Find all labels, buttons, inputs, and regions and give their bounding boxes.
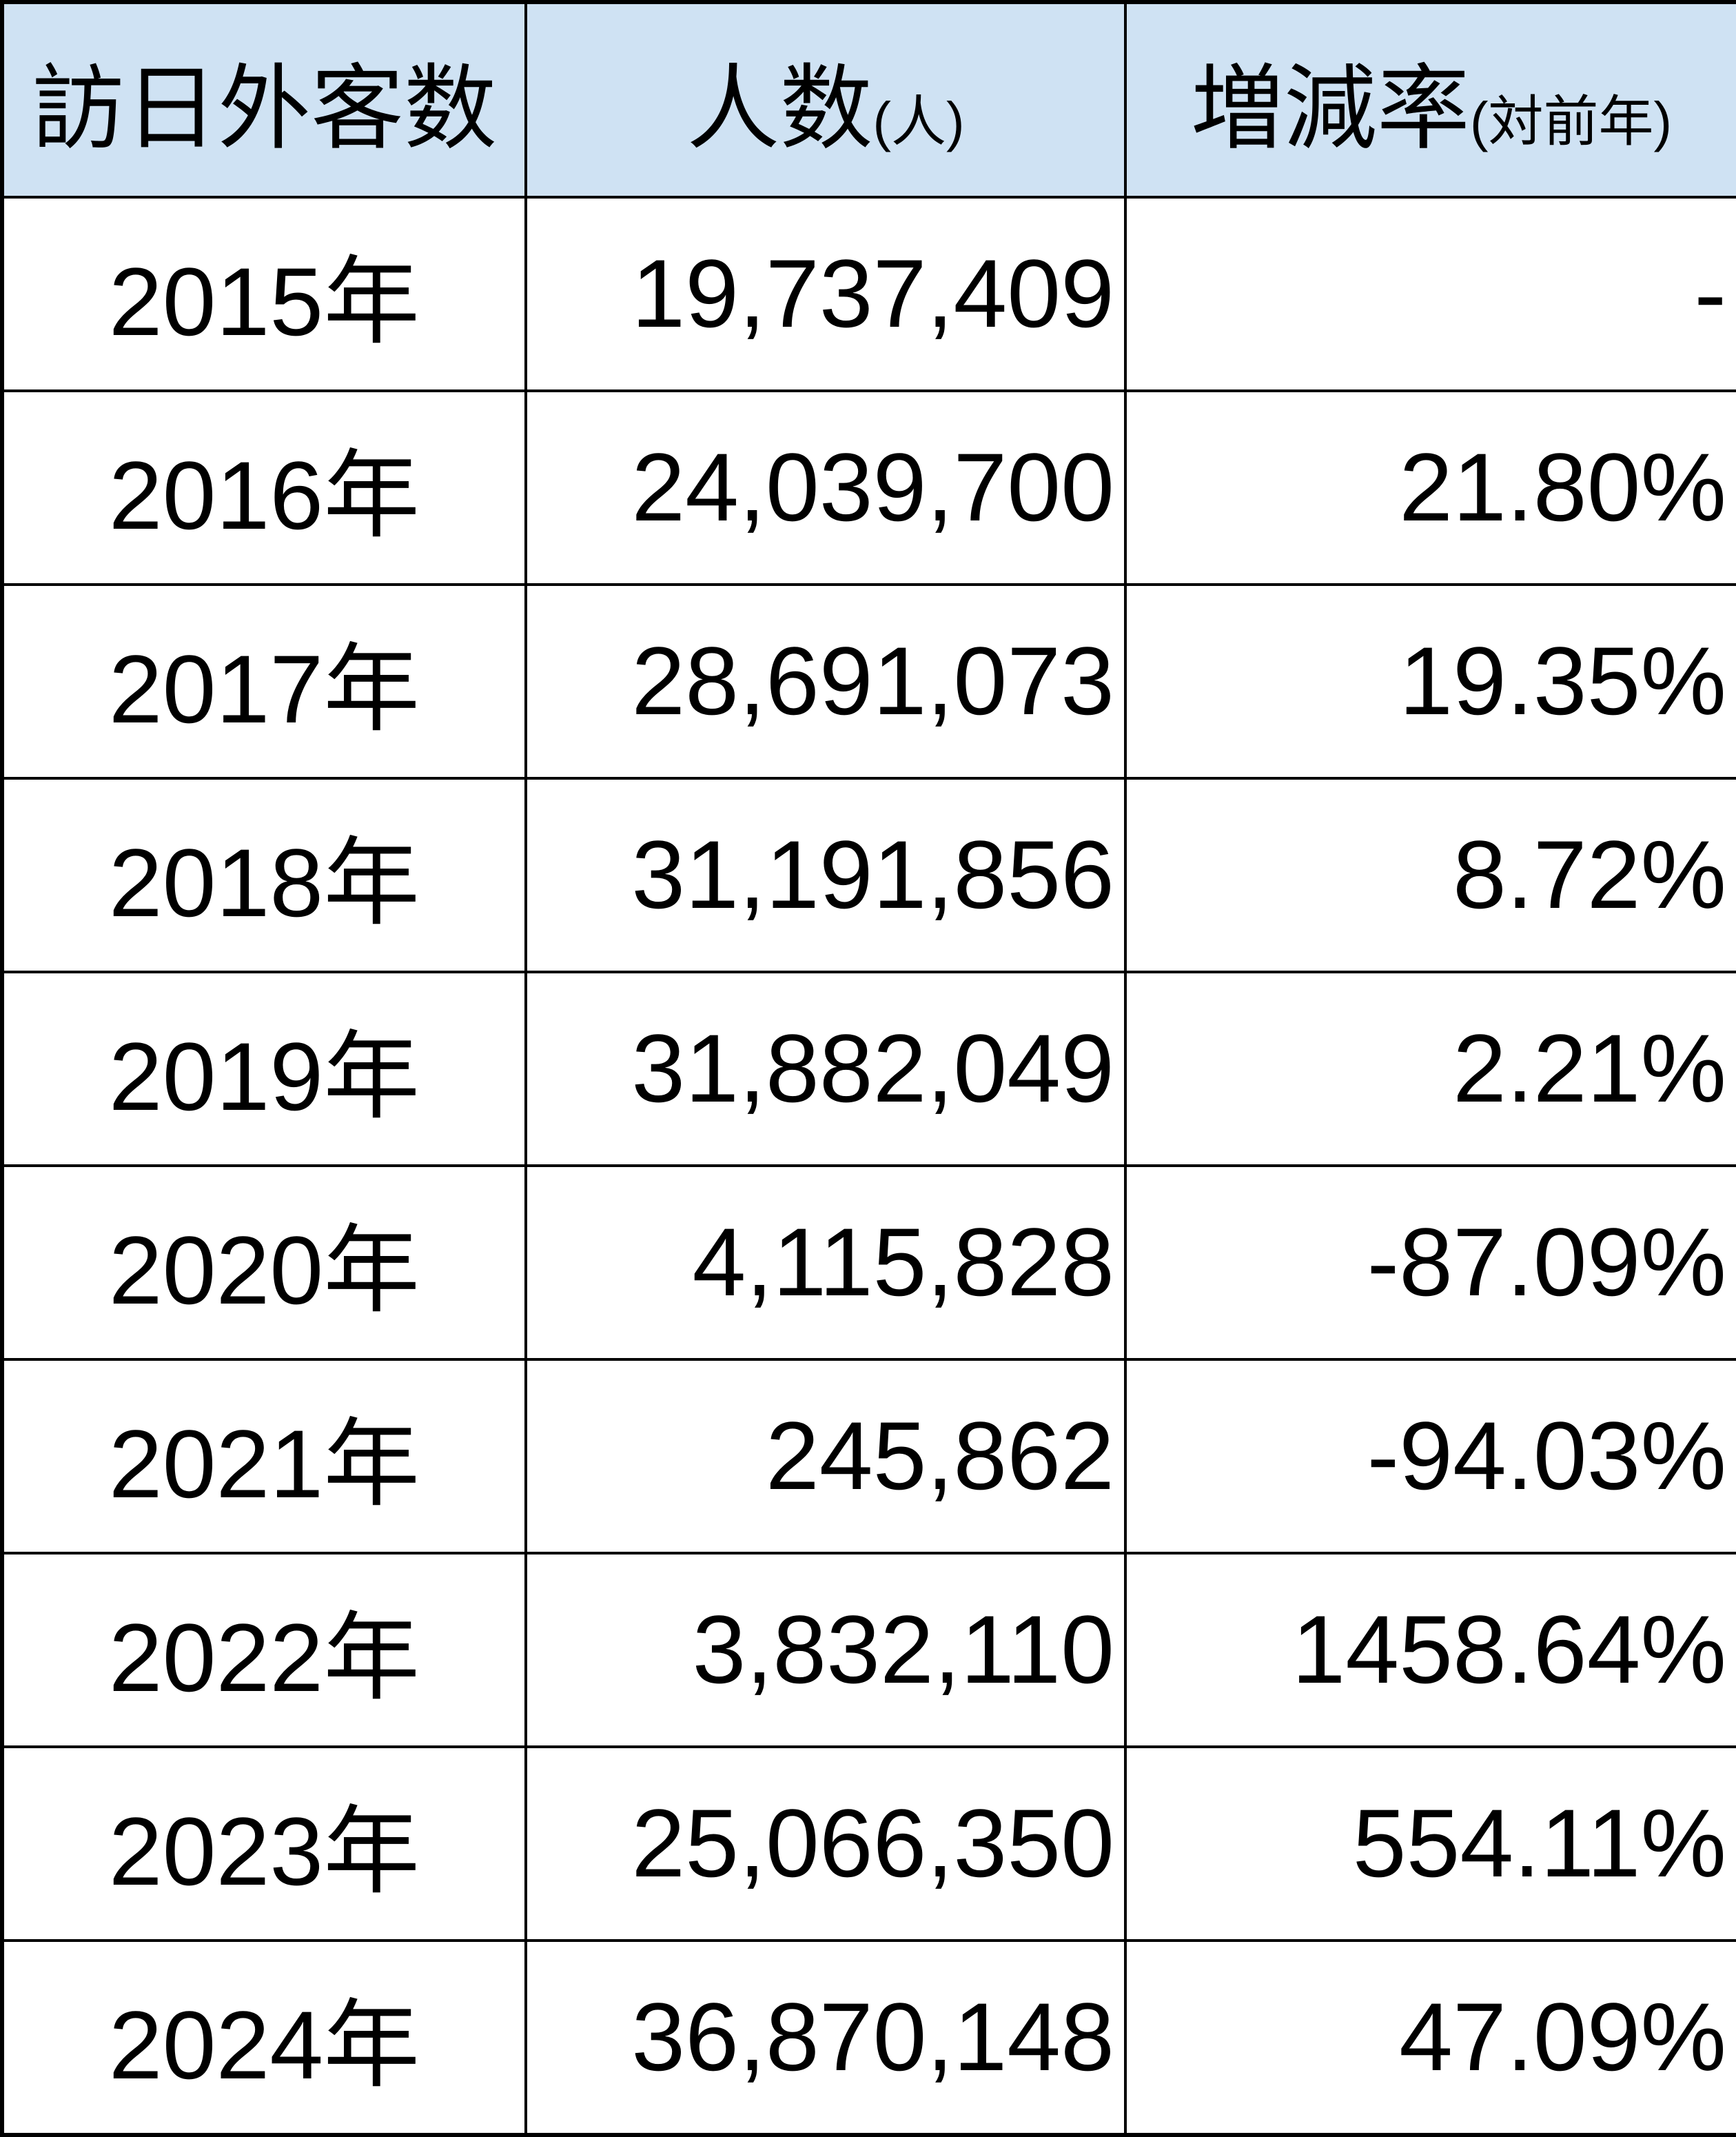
year-cell: 2018年: [1, 776, 527, 973]
year-cell: 2017年: [1, 583, 527, 780]
year-cell: 2020年: [1, 1164, 527, 1361]
visitors-cell: 24,039,700: [524, 389, 1127, 586]
change-cell: -94.03%: [1124, 1357, 1736, 1554]
visitors-cell: 28,691,073: [524, 583, 1127, 780]
table-row: 2022年 3,832,110 1458.64%: [1, 1551, 1736, 1748]
table-row: 2019年 31,882,049 2.21%: [1, 970, 1736, 1167]
header-visitors-unit: (人): [872, 91, 965, 152]
change-cell: 1458.64%: [1124, 1551, 1736, 1748]
visitors-cell: 245,862: [524, 1357, 1127, 1554]
visitors-cell: 25,066,350: [524, 1745, 1127, 1942]
change-cell: 47.09%: [1124, 1938, 1736, 2137]
table-row: 2024年 36,870,148 47.09%: [1, 1938, 1736, 2137]
year-cell: 2022年: [1, 1551, 527, 1748]
visitors-cell: 31,882,049: [524, 970, 1127, 1167]
change-cell: 8.72%: [1124, 776, 1736, 973]
year-cell: 2023年: [1, 1745, 527, 1942]
header-cell-year: 訪日外客数: [1, 1, 527, 199]
header-year-label: 訪日外客数: [32, 57, 497, 161]
change-cell: -: [1124, 196, 1736, 392]
visitors-cell: 36,870,148: [524, 1938, 1127, 2137]
header-cell-visitors: 人数(人): [524, 1, 1127, 199]
table-row: 2018年 31,191,856 8.72%: [1, 776, 1736, 973]
change-cell: 2.21%: [1124, 970, 1736, 1167]
header-change-unit: (対前年): [1469, 91, 1673, 152]
table-header-row: 訪日外客数 人数(人) 増減率(対前年): [1, 1, 1736, 199]
table-row: 2023年 25,066,350 554.11%: [1, 1745, 1736, 1942]
header-change-label: 増減率: [1190, 57, 1470, 161]
year-cell: 2021年: [1, 1357, 527, 1554]
table-row: 2017年 28,691,073 19.35%: [1, 583, 1736, 780]
change-cell: 21.80%: [1124, 389, 1736, 586]
change-cell: 19.35%: [1124, 583, 1736, 780]
visitors-cell: 3,832,110: [524, 1551, 1127, 1748]
change-cell: 554.11%: [1124, 1745, 1736, 1942]
header-cell-change: 増減率(対前年): [1124, 1, 1736, 199]
year-cell: 2016年: [1, 389, 527, 586]
year-cell: 2024年: [1, 1938, 527, 2137]
change-cell: -87.09%: [1124, 1164, 1736, 1361]
visitors-cell: 4,115,828: [524, 1164, 1127, 1361]
visitors-cell: 31,191,856: [524, 776, 1127, 973]
year-cell: 2015年: [1, 196, 527, 392]
table-row: 2021年 245,862 -94.03%: [1, 1357, 1736, 1554]
header-visitors-label: 人数: [686, 57, 873, 161]
year-cell: 2019年: [1, 970, 527, 1167]
table-row: 2020年 4,115,828 -87.09%: [1, 1164, 1736, 1361]
table-row: 2016年 24,039,700 21.80%: [1, 389, 1736, 586]
table-row: 2015年 19,737,409 -: [1, 196, 1736, 392]
visitors-cell: 19,737,409: [524, 196, 1127, 392]
